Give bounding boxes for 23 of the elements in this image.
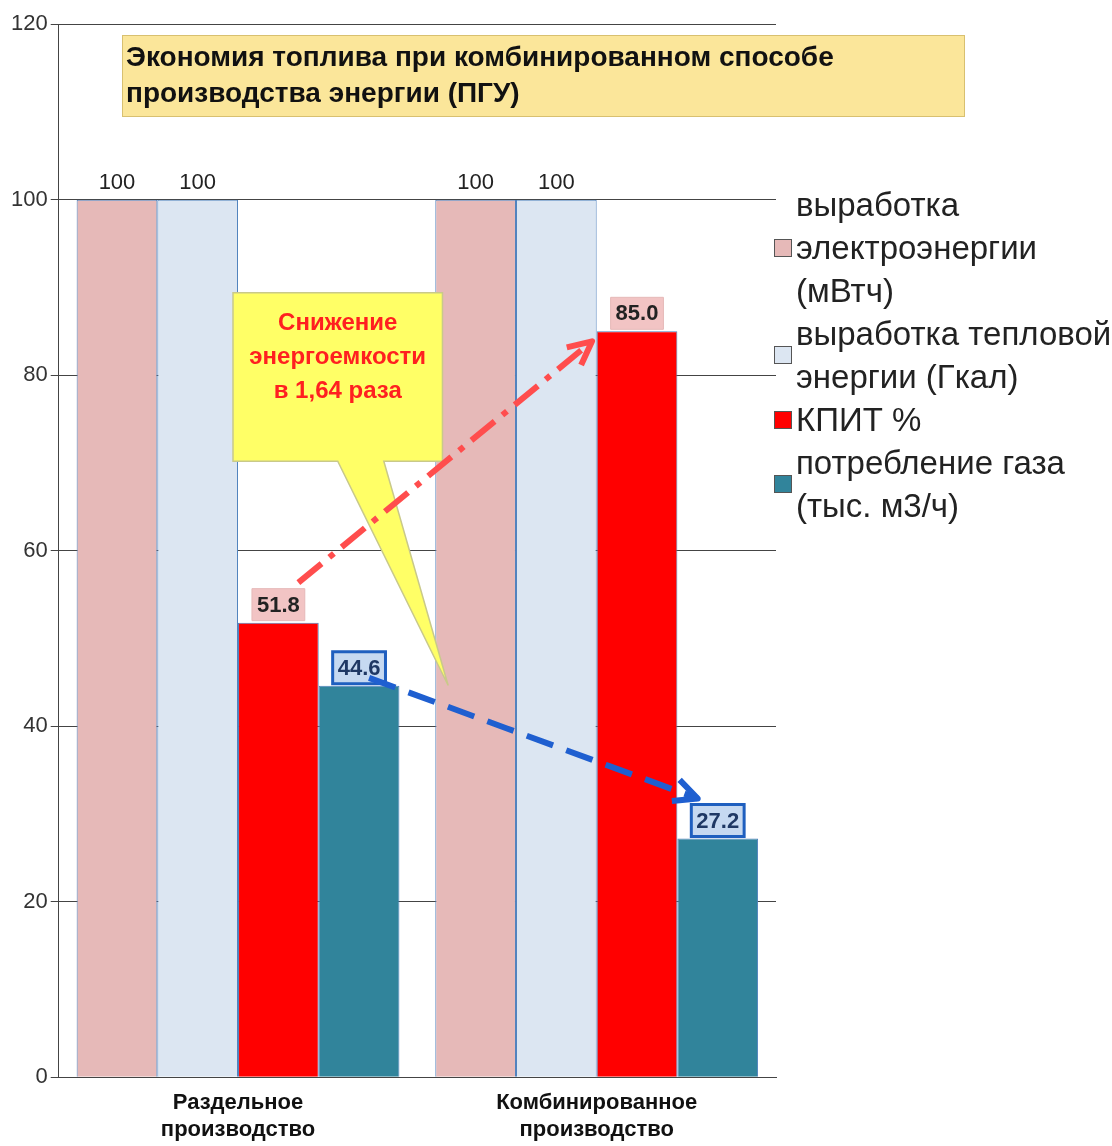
legend-label: потребление газа (тыс. м3/ч) [796,443,1066,526]
data-label: 100 [537,168,575,194]
y-tick-label: 60 [23,536,48,562]
x-tick-label: Комбинированное производство [496,1089,698,1141]
y-tick-label: 0 [35,1063,48,1089]
data-label: 27.2 [696,807,740,833]
data-label: 100 [457,168,494,194]
y-tick-label: 20 [23,887,48,913]
legend-label: выработка тепловой энергии (Гкал) [796,314,1112,397]
y-tick-label: 100 [10,185,48,211]
text: Экономия топлива при комбинированном способе производства энергии (ПГУ) [126,40,835,110]
x-tick-label: Раздельное производство [160,1089,316,1141]
y-tick-label: 40 [23,712,48,738]
data-label: 100 [179,168,217,194]
data-label: 44.6 [337,654,381,680]
y-tick-label: 120 [10,10,48,36]
annotation: Снижение энергоемкости в 1,64 раза [248,306,428,405]
data-label: 85.0 [615,300,659,326]
y-tick-label: 80 [23,361,48,387]
legend-label: КПИТ % [796,400,922,440]
data-label: 51.8 [256,591,300,617]
data-label: 100 [98,168,136,194]
legend-label: выработка электроэнергии (мВтч) [796,185,1039,311]
